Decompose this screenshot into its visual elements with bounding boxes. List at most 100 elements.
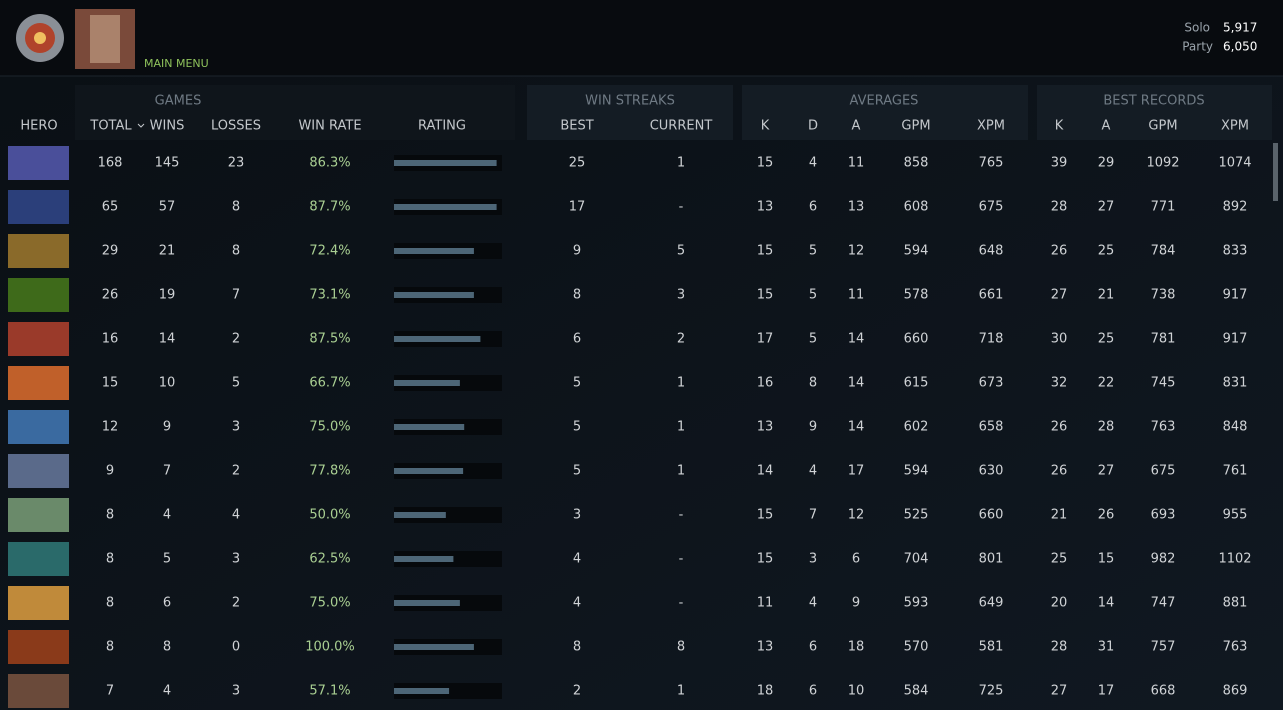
panel — [742, 85, 1028, 140]
stat-cell: - — [679, 552, 684, 567]
stat-cell: 9 — [852, 596, 860, 611]
hero-icon — [8, 190, 69, 224]
stat-cell: 3 — [809, 552, 817, 567]
stat-cell: 5 — [163, 552, 171, 567]
stat-cell: 21 — [1098, 288, 1115, 303]
stat-cell: 5 — [809, 288, 817, 303]
hero-icon — [8, 630, 69, 664]
stat-cell: 660 — [979, 508, 1004, 523]
stat-cell: 3 — [573, 508, 581, 523]
stat-cell: 168 — [98, 156, 123, 171]
stat-cell: 6 — [163, 596, 171, 611]
stat-cell: 14 — [848, 332, 865, 347]
stat-cell: 747 — [1151, 596, 1176, 611]
group-panels — [75, 85, 1272, 140]
stat-cell: 8 — [232, 200, 240, 215]
stat-cell: 858 — [904, 156, 929, 171]
stat-cell: 11 — [848, 288, 865, 303]
stat-cell: 1 — [677, 684, 685, 699]
stat-cell: 673 — [979, 376, 1004, 391]
stat-cell: 14 — [757, 464, 774, 479]
stat-cell: 14 — [159, 332, 176, 347]
stat-cell: 4 — [809, 156, 817, 171]
panel — [75, 85, 515, 140]
stat-cell: 869 — [1223, 684, 1248, 699]
column-header: HERO — [20, 119, 57, 134]
stat-cell: 892 — [1223, 200, 1248, 215]
stat-cell: 649 — [979, 596, 1004, 611]
stat-cell: 14 — [848, 376, 865, 391]
hero-icon — [8, 410, 69, 444]
top-bar — [0, 0, 1283, 76]
stat-cell: 9 — [106, 464, 114, 479]
hero-icon — [8, 586, 69, 620]
stat-cell: 7 — [106, 684, 114, 699]
stat-cell: 15 — [757, 156, 774, 171]
stat-cell: 26 — [1051, 244, 1068, 259]
stat-cell: 17 — [848, 464, 865, 479]
stat-cell: 5 — [573, 464, 581, 479]
stat-cell: 17 — [569, 200, 586, 215]
stat-cell: 32 — [1051, 376, 1068, 391]
stat-cell: 831 — [1223, 376, 1248, 391]
stat-cell: 20 — [1051, 596, 1068, 611]
stat-cell: 3 — [232, 420, 240, 435]
hero-icon — [8, 498, 69, 532]
stat-cell: 675 — [1151, 464, 1176, 479]
stat-cell: 584 — [904, 684, 929, 699]
stat-cell: 18 — [848, 640, 865, 655]
stat-cell: 8 — [232, 244, 240, 259]
stat-cell: 848 — [1223, 420, 1248, 435]
stat-cell: 15 — [757, 244, 774, 259]
stat-cell: 757 — [1151, 640, 1176, 655]
stat-cell: 2 — [232, 332, 240, 347]
stat-cell: 6 — [852, 552, 860, 567]
main-menu-link[interactable]: MAIN MENU — [144, 57, 209, 70]
rating-bar — [394, 160, 497, 166]
stat-cell: 1 — [677, 156, 685, 171]
hero-icon — [8, 278, 69, 312]
panel — [1037, 85, 1272, 140]
stat-cell: 8 — [809, 376, 817, 391]
stat-cell: 1 — [677, 464, 685, 479]
stat-cell: 25 — [1098, 244, 1115, 259]
stat-cell: 784 — [1151, 244, 1176, 259]
win-rate: 57.1% — [309, 684, 350, 699]
stat-cell: 9 — [809, 420, 817, 435]
column-header: WINS — [150, 119, 185, 134]
column-header: GPM — [901, 119, 930, 134]
stat-cell: 39 — [1051, 156, 1068, 171]
stat-cell: 658 — [979, 420, 1004, 435]
stat-cell: 725 — [979, 684, 1004, 699]
win-rate: 50.0% — [309, 508, 350, 523]
stat-cell: 5 — [809, 332, 817, 347]
stat-cell: 25 — [1098, 332, 1115, 347]
stat-cell: 19 — [159, 288, 176, 303]
stat-cell: 5 — [809, 244, 817, 259]
stat-cell: 6 — [809, 684, 817, 699]
stat-cell: 1074 — [1218, 156, 1251, 171]
stat-cell: 9 — [573, 244, 581, 259]
stat-cell: 3 — [677, 288, 685, 303]
stat-cell: 4 — [163, 684, 171, 699]
win-rate: 77.8% — [309, 464, 350, 479]
win-rate: 100.0% — [305, 640, 355, 655]
rating-bar — [394, 336, 481, 342]
scrollbar[interactable] — [1273, 143, 1278, 201]
stat-cell: 6 — [573, 332, 581, 347]
win-rate: 86.3% — [309, 156, 350, 171]
win-rate: 87.5% — [309, 332, 350, 347]
column-header: TOTAL — [89, 119, 132, 134]
stat-cell: 25 — [1051, 552, 1068, 567]
stat-cell: 581 — [979, 640, 1004, 655]
stat-cell: 763 — [1151, 420, 1176, 435]
stat-cell: 602 — [904, 420, 929, 435]
stat-cell: 0 — [232, 640, 240, 655]
win-rate: 62.5% — [309, 552, 350, 567]
column-header: LOSSES — [211, 119, 261, 134]
stat-cell: 693 — [1151, 508, 1176, 523]
hero-icon — [8, 542, 69, 576]
stat-cell: 7 — [232, 288, 240, 303]
win-rate: 73.1% — [309, 288, 350, 303]
